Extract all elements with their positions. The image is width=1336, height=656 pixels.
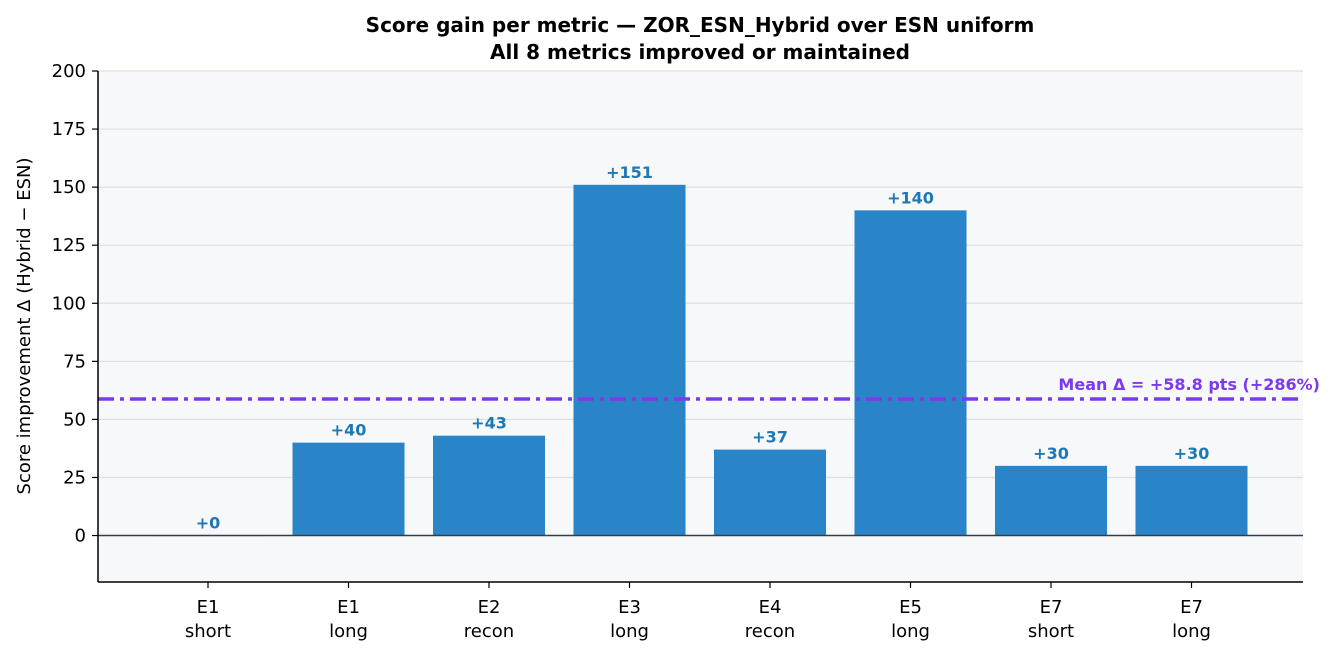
x-tick-label: E2 (478, 597, 501, 618)
chart-subtitle: All 8 metrics improved or maintained (490, 40, 910, 64)
x-tick-label: E3 (618, 597, 641, 618)
x-tick-sublabel: long (610, 621, 649, 642)
x-tick-label: E4 (759, 597, 782, 618)
chart-title: Score gain per metric — ZOR_ESN_Hybrid o… (366, 13, 1035, 37)
bar (292, 442, 405, 536)
bar-value-label: +37 (752, 428, 788, 447)
y-tick-label: 100 (52, 293, 86, 314)
y-tick-label: 0 (75, 526, 86, 547)
bar (714, 449, 826, 536)
x-tick-sublabel: long (1172, 621, 1211, 642)
bar-value-label: +43 (471, 414, 507, 433)
bar-value-label: +30 (1033, 444, 1069, 463)
y-tick-label: 175 (52, 119, 86, 140)
bar-labels: +0 +40 +43 +151 +37 +140 +30 +30 (196, 163, 1210, 533)
bars (152, 184, 1248, 537)
mean-label: Mean Δ = +58.8 pts (+286%) (1058, 375, 1320, 394)
y-tick-label: 25 (63, 467, 86, 488)
y-tick-label: 50 (63, 409, 86, 430)
x-tick-label: E1 (337, 597, 360, 618)
y-tick-label: 125 (52, 235, 86, 256)
plot-area (98, 71, 1303, 582)
y-tick-label: 200 (52, 61, 86, 82)
bar (433, 435, 545, 536)
y-tick-label: 150 (52, 177, 86, 198)
x-tick-label: E5 (899, 597, 922, 618)
bar (854, 210, 967, 536)
x-tick-sublabel: long (891, 621, 930, 642)
bar-value-label: +40 (331, 421, 367, 440)
y-tick-label: 75 (63, 351, 86, 372)
y-ticks: 0 25 50 75 100 125 150 175 200 (52, 61, 98, 547)
bar-value-label: +140 (887, 188, 934, 207)
bar (573, 184, 686, 536)
bar-value-label: +151 (606, 163, 653, 182)
x-tick-sublabel: short (1028, 621, 1074, 642)
x-tick-sublabel: short (185, 621, 231, 642)
x-tick-label: E7 (1040, 597, 1063, 618)
x-ticks: E1 short E1 long E2 recon E3 long E4 recon E5 long E… (185, 582, 1211, 642)
x-tick-label: E7 (1180, 597, 1203, 618)
y-axis-label: Score improvement Δ (Hybrid − ESN) (14, 158, 35, 495)
x-tick-label: E1 (197, 597, 220, 618)
x-tick-sublabel: recon (745, 621, 795, 642)
bar-value-label: +0 (196, 514, 221, 533)
bar (1135, 465, 1248, 536)
bar-value-label: +30 (1174, 444, 1210, 463)
x-tick-sublabel: long (329, 621, 368, 642)
axes (97, 71, 1303, 583)
bar (995, 465, 1107, 536)
x-tick-sublabel: recon (464, 621, 514, 642)
